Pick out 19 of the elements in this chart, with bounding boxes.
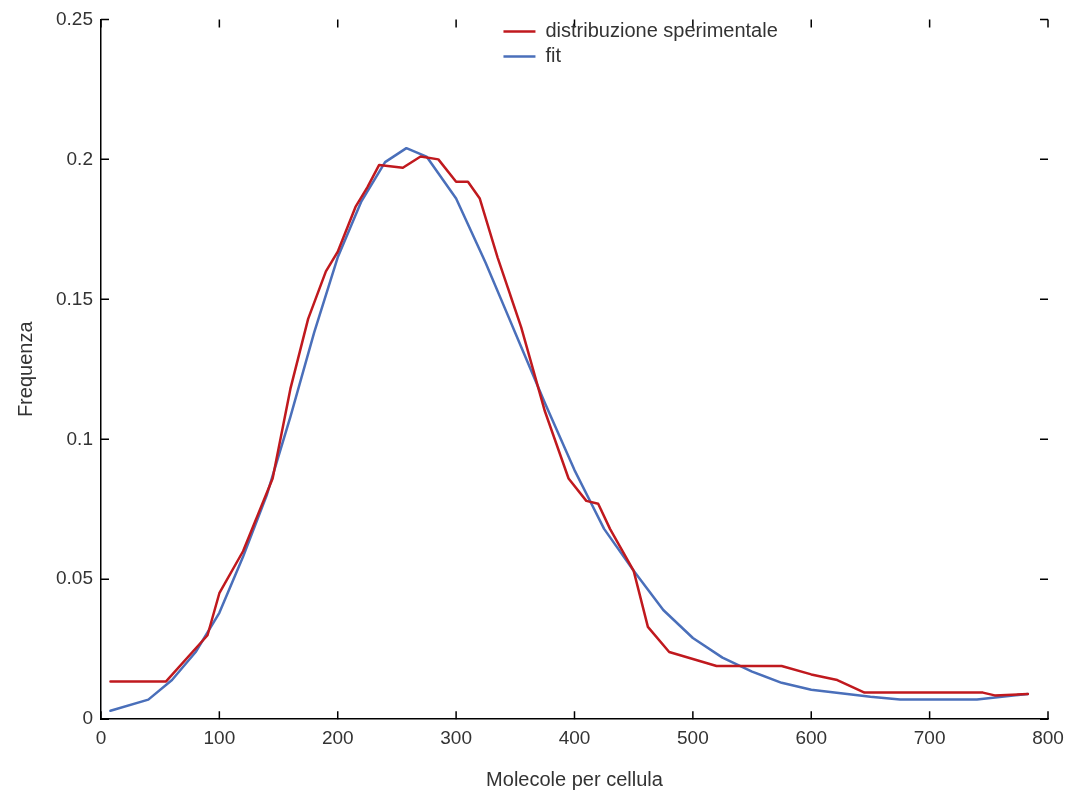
y-tick-label: 0 [82,707,93,729]
y-tick-label: 0.15 [56,287,93,309]
y-tick-label: 0.05 [56,567,93,589]
x-tick-label: 300 [440,726,472,748]
x-axis-title: Molecole per cellula [486,767,664,790]
x-tick-label: 200 [321,726,354,748]
y-axis-title: Frequenza [13,320,36,418]
x-tick-label: 700 [913,726,946,748]
x-tick-label: 400 [558,726,591,748]
x-tick-label: 0 [95,726,107,748]
x-tick-label: 100 [203,726,236,748]
legend-label: distribuzione sperimentale [545,18,778,41]
legend-label: fit [545,43,562,66]
y-tick-label: 0.1 [66,427,93,449]
x-tick-label: 800 [1032,726,1064,748]
x-tick-label: 600 [795,726,828,748]
y-tick-label: 0.25 [56,7,93,29]
y-tick-label: 0.2 [66,147,93,169]
x-tick-label: 500 [677,726,709,748]
